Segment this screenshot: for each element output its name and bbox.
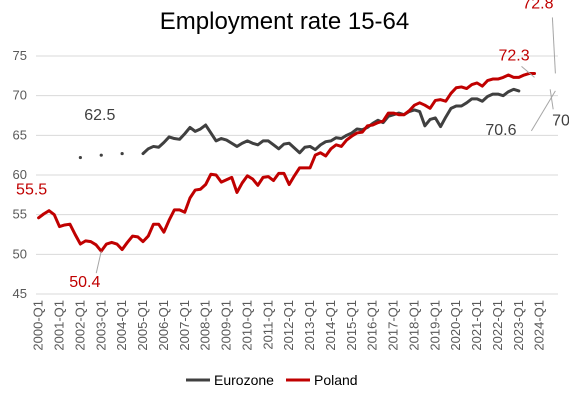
annotation-leader bbox=[521, 66, 535, 78]
x-tick-label: 2011-Q1 bbox=[260, 300, 275, 350]
x-tick-label: 2016-Q1 bbox=[365, 300, 380, 351]
x-tick-label: 2013-Q1 bbox=[302, 300, 317, 351]
series-line-poland bbox=[37, 71, 537, 253]
x-tick-label: 2014-Q1 bbox=[323, 300, 338, 351]
series-line-eurozone bbox=[141, 87, 521, 156]
data-label: 72.8 bbox=[522, 0, 553, 12]
y-tick-label: 75 bbox=[13, 48, 27, 63]
x-tick-label: 2020-Q1 bbox=[448, 300, 463, 351]
legend-label-eurozone: Eurozone bbox=[214, 372, 274, 388]
data-label: 70.8 bbox=[552, 112, 569, 129]
y-tick-label: 70 bbox=[13, 88, 27, 103]
x-tick-label: 2019-Q1 bbox=[427, 300, 442, 351]
x-tick-label: 2010-Q1 bbox=[239, 300, 254, 351]
data-point-eurozone bbox=[78, 155, 82, 160]
data-label: 62.5 bbox=[84, 107, 115, 124]
chart-title: Employment rate 15-64 bbox=[159, 8, 410, 35]
x-tick-label: 2006-Q1 bbox=[156, 300, 171, 351]
x-tick-label: 2022-Q1 bbox=[490, 300, 505, 351]
x-tick-label: 2007-Q1 bbox=[177, 300, 192, 351]
annotation-leader bbox=[551, 17, 556, 74]
data-point-eurozone bbox=[120, 151, 124, 156]
data-label: 50.4 bbox=[69, 274, 100, 291]
x-tick-label: 2024-Q1 bbox=[532, 300, 547, 351]
y-tick-label: 50 bbox=[13, 246, 27, 261]
data-point-eurozone bbox=[99, 153, 103, 157]
x-tick-label: 2017-Q1 bbox=[386, 300, 401, 351]
x-tick-label: 2015-Q1 bbox=[344, 300, 359, 351]
x-tick-label: 2018-Q1 bbox=[406, 300, 421, 351]
data-label: 72.3 bbox=[499, 47, 530, 64]
x-tick-label: 2005-Q1 bbox=[135, 300, 150, 351]
x-tick-label: 2021-Q1 bbox=[469, 300, 484, 351]
x-tick-label: 2004-Q1 bbox=[114, 300, 129, 351]
x-tick-label: 2002-Q1 bbox=[72, 300, 87, 351]
annotation-leader bbox=[95, 251, 102, 274]
y-tick-label: 60 bbox=[13, 167, 27, 182]
x-tick-label: 2023-Q1 bbox=[511, 300, 526, 351]
x-tick-label: 2009-Q1 bbox=[219, 300, 234, 351]
y-tick-label: 55 bbox=[13, 207, 27, 222]
data-label: 55.5 bbox=[16, 182, 47, 199]
x-tick-label: 2000-Q1 bbox=[31, 300, 46, 351]
data-label: 70.6 bbox=[485, 122, 516, 139]
y-tick-label: 65 bbox=[13, 127, 27, 142]
x-tick-label: 2012-Q1 bbox=[281, 300, 296, 351]
legend: Eurozone Poland bbox=[186, 372, 358, 388]
x-tick-label: 2001-Q1 bbox=[51, 300, 66, 351]
x-tick-label: 2008-Q1 bbox=[198, 300, 213, 351]
x-tick-label: 2003-Q1 bbox=[93, 300, 108, 351]
legend-label-poland: Poland bbox=[314, 372, 358, 388]
annotation-leader bbox=[549, 89, 554, 110]
y-tick-label: 45 bbox=[13, 286, 27, 301]
